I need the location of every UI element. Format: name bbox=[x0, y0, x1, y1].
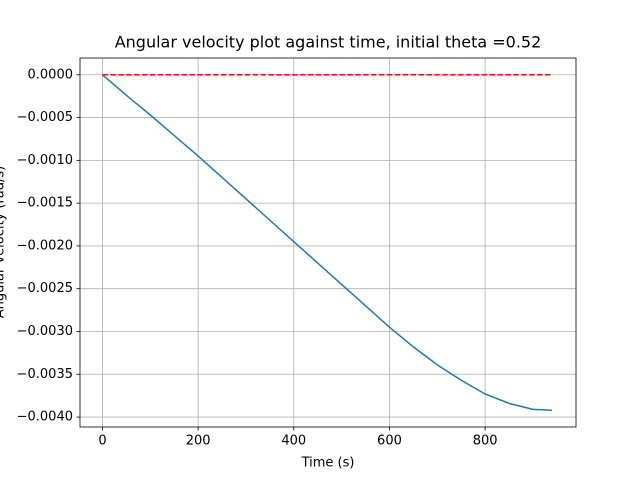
x-tick-label: 800 bbox=[473, 434, 498, 449]
y-tick-label: −0.0040 bbox=[17, 410, 73, 425]
y-tick-label: −0.0015 bbox=[17, 196, 73, 211]
y-axis-label: Angular velocity (rad/s) bbox=[0, 166, 8, 318]
y-tick-label: −0.0005 bbox=[17, 110, 73, 125]
series-line bbox=[101, 74, 553, 411]
x-tick-label: 400 bbox=[281, 434, 306, 449]
x-tick-label: 600 bbox=[377, 434, 402, 449]
chart-title: Angular velocity plot against time, init… bbox=[115, 33, 542, 52]
plot-frame bbox=[79, 57, 577, 428]
y-tick-label: 0.0000 bbox=[28, 67, 74, 82]
y-tick-label: −0.0035 bbox=[17, 367, 73, 382]
x-tick-label: 200 bbox=[186, 434, 211, 449]
x-tick-label: 0 bbox=[98, 434, 106, 449]
x-axis-label: Time (s) bbox=[301, 456, 355, 471]
y-tick-label: −0.0030 bbox=[17, 324, 73, 339]
y-tick-label: −0.0020 bbox=[17, 238, 73, 253]
y-tick-label: −0.0010 bbox=[17, 153, 73, 168]
y-tick-label: −0.0025 bbox=[17, 281, 73, 296]
